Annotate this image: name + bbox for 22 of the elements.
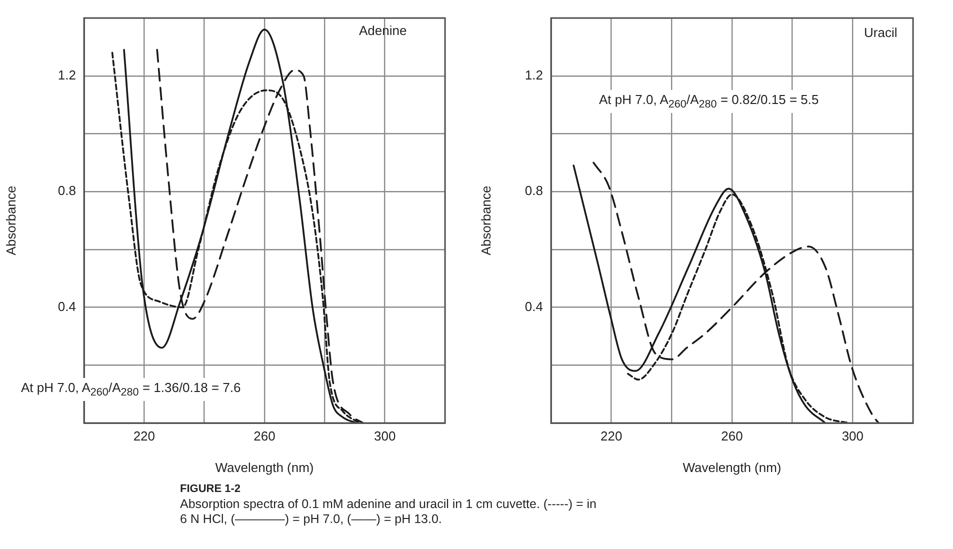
y-axis-title: Absorbance	[3, 186, 18, 256]
x-axis-title: Wavelength (nm)	[215, 460, 314, 475]
x-axis-title: Wavelength (nm)	[682, 460, 782, 475]
annotation: Adenine	[358, 22, 408, 40]
x-tick-label: 260	[254, 428, 276, 444]
y-tick-label: 1.2	[524, 67, 543, 82]
y-tick-label: 0.8	[524, 183, 543, 198]
y-tick-label: 1.2	[58, 67, 76, 82]
annotation: At pH 7.0, A$_{260}$/A$_{280}$ = 0.82/0.15 = 5.5	[595, 90, 823, 113]
caption: FIGURE 1-2	[180, 482, 242, 497]
annotation: Uracil	[863, 24, 898, 42]
y-tick-label: 0.8	[58, 183, 76, 198]
x-tick-label: 300	[842, 428, 864, 444]
x-tick-label: 220	[600, 428, 622, 444]
annotation: At pH 7.0, A$_{260}$/A$_{280}$ = 1.36/0.18 = 7.6	[17, 378, 245, 401]
y-axis-title: Absorbance	[478, 186, 494, 256]
y-tick-label: 0.4	[524, 298, 543, 314]
x-tick-label: 300	[374, 428, 396, 444]
x-tick-label: 220	[133, 428, 156, 444]
x-tick-label: 260	[721, 428, 743, 444]
text: Absorption spectra of 0.1 mM adenine and uracil in 1 cm cuvette. (-----) = in 6 N HCl, (————) = pH 7.0, (——) = pH 13.0.	[180, 497, 598, 527]
y-tick-label: 0.4	[58, 298, 76, 314]
